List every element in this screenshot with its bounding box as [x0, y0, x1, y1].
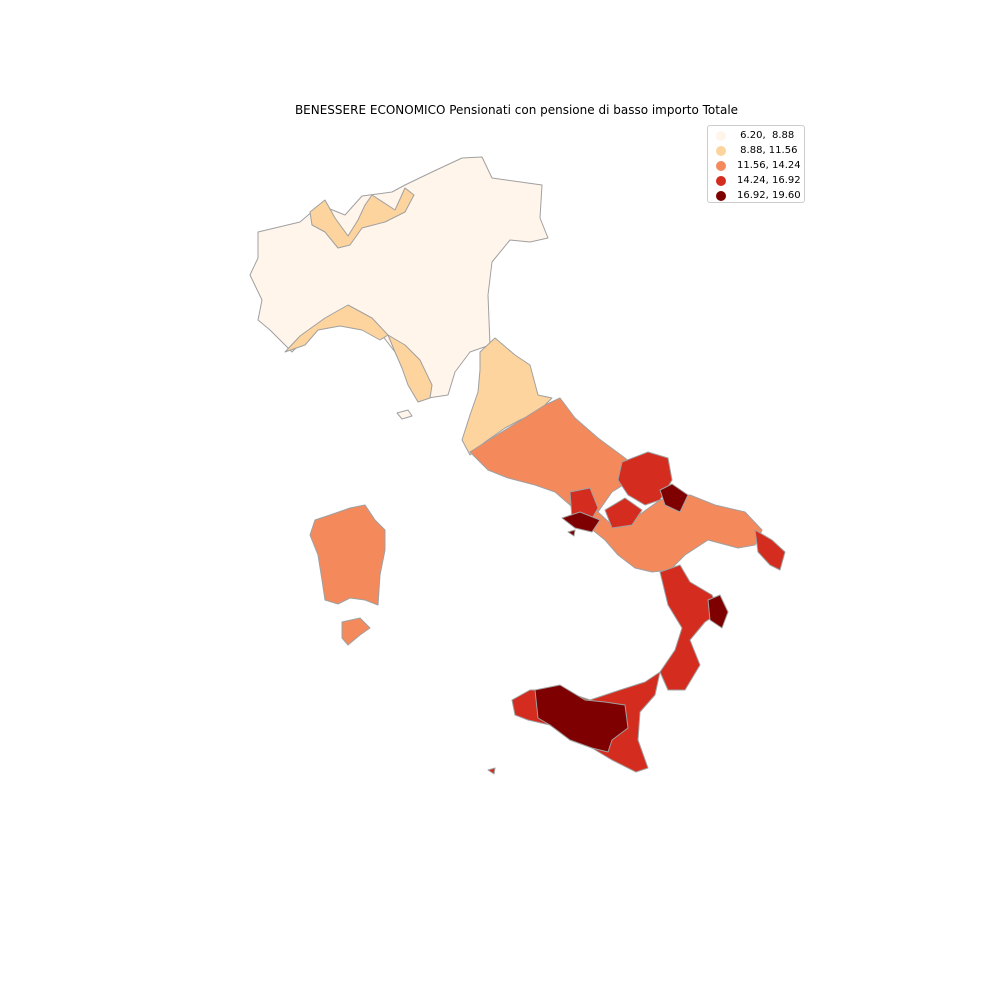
region-calabria — [659, 564, 721, 691]
region-napoli — [561, 511, 601, 533]
legend-label: 6.20, 8.88 — [737, 130, 795, 141]
legend-label: 11.56, 14.24 — [737, 160, 801, 171]
legend-label: 8.88, 11.56 — [737, 145, 798, 156]
legend-swatch — [716, 145, 726, 156]
region-umbria-marche — [461, 337, 553, 456]
region-tuscany — [387, 334, 433, 403]
legend-swatch — [716, 175, 726, 186]
region-avellino — [604, 497, 643, 529]
legend-entry: 16.92, 19.60 — [716, 188, 804, 203]
island-capri — [567, 529, 576, 537]
region-alpine-strip — [309, 187, 415, 249]
region-sardinia — [309, 504, 386, 606]
legend-label: 16.92, 19.60 — [737, 190, 801, 201]
legend-entry: 14.24, 16.92 — [716, 173, 804, 188]
legend-swatch — [716, 190, 726, 201]
legend-entry: 8.88, 11.56 — [716, 143, 804, 158]
region-lecce — [754, 529, 786, 571]
legend-swatch — [716, 160, 726, 171]
map-title: BENESSERE ECONOMICO Pensionati con pensi… — [294, 103, 739, 117]
region-liguria — [284, 304, 389, 353]
legend: 6.20, 8.88 8.88, 11.56 11.56, 14.24 14.2… — [707, 125, 805, 203]
region-sardinia-south — [341, 617, 371, 646]
region-crotone — [707, 594, 729, 629]
island-elba — [396, 409, 413, 420]
region-centre-south — [469, 397, 763, 573]
region-bat — [659, 483, 689, 513]
region-sicily-core — [534, 684, 629, 753]
legend-entry: 6.20, 8.88 — [716, 128, 804, 143]
legend-label: 14.24, 16.92 — [737, 175, 801, 186]
legend-swatch — [716, 130, 726, 141]
island-lampedusa — [487, 767, 496, 775]
region-foggia — [617, 451, 673, 506]
legend-entry: 11.56, 14.24 — [716, 158, 804, 173]
